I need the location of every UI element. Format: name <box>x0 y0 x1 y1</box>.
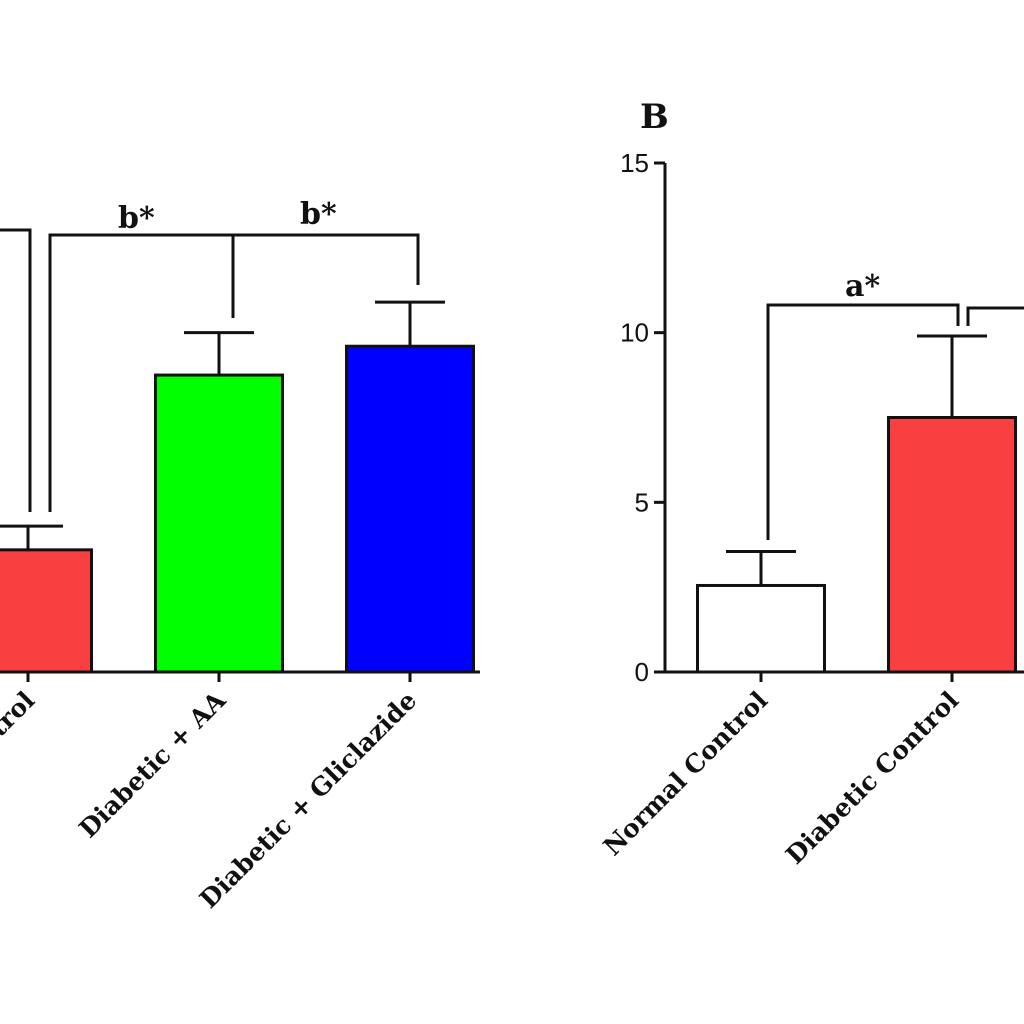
annotation: b* <box>118 201 155 236</box>
x-tick-label: trol <box>0 686 40 743</box>
annotation: a* <box>845 269 880 304</box>
panel-label: B <box>640 97 669 137</box>
bar <box>887 416 1017 674</box>
annotation: b* <box>300 197 337 232</box>
y-tick-label: 15 <box>620 148 649 178</box>
bar <box>154 373 284 674</box>
bar <box>696 583 826 674</box>
x-tick-label: Diabetic + Gliclazide <box>194 686 422 914</box>
x-tick-label: Diabetic Control <box>780 686 964 870</box>
bar <box>345 344 475 674</box>
significance-brackets <box>0 228 1024 540</box>
bar <box>0 548 93 674</box>
bracket <box>966 306 1024 326</box>
y-tick-label: 10 <box>620 318 649 348</box>
y-tick-label: 0 <box>635 657 649 687</box>
x-tick-label: Normal Control <box>598 686 774 862</box>
y-tick-label: 5 <box>635 487 649 517</box>
bracket <box>766 303 960 540</box>
x-tick-label: Diabetic + AA <box>73 685 231 843</box>
bracket <box>0 228 32 512</box>
